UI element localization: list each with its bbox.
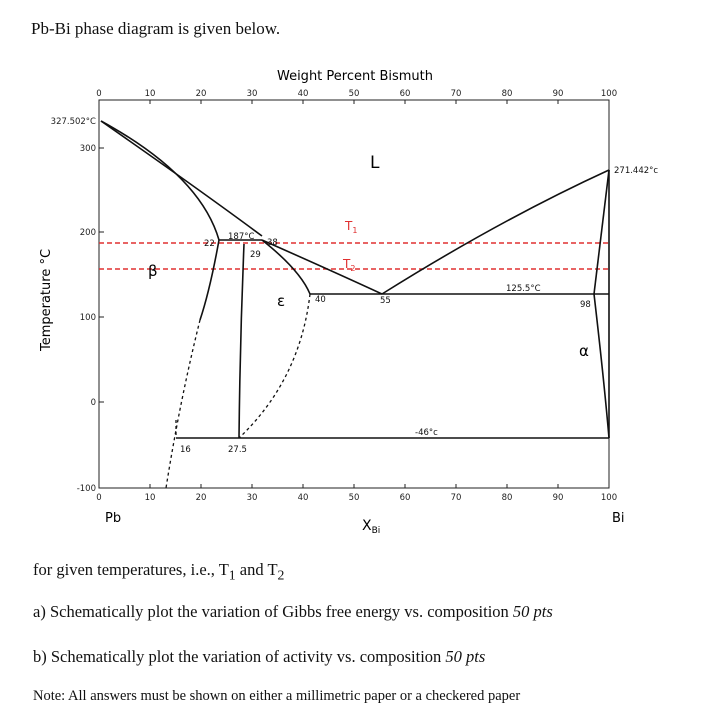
element-pb: Pb: [105, 511, 121, 526]
element-bi: Bi: [612, 511, 625, 526]
comp-29: 29: [250, 250, 261, 260]
bottom-tick: 20: [196, 493, 207, 503]
bottom-tick: 0: [96, 493, 101, 503]
bottom-tick-labels: 0 10 20 30 40 50 60 70 80 90 100: [96, 493, 617, 503]
bottom-tick: 70: [451, 493, 462, 503]
top-tick-labels: 0 10 20 30 40 50 60 70 80 90 100: [96, 89, 617, 99]
phase-beta-label: β: [148, 262, 158, 280]
question-b: b) Schematically plot the variation of a…: [33, 647, 486, 666]
t1-label: T1: [344, 219, 357, 235]
question-a-points: 50 pts: [512, 602, 553, 621]
y-tick: 200: [80, 228, 96, 238]
bi-solidus: [593, 169, 610, 295]
comp-16: 16: [180, 445, 191, 455]
bottom-tick: 40: [298, 493, 309, 503]
top-tick: 40: [298, 89, 309, 99]
top-tick: 50: [349, 89, 360, 99]
top-tick: 0: [96, 89, 101, 99]
top-tick: 80: [502, 89, 513, 99]
y-tick: 100: [80, 313, 96, 323]
top-axis-title: Weight Percent Bismuth: [277, 69, 433, 84]
y-tick-labels: 327.502°C 300 200 100 0 -100: [51, 117, 96, 494]
comp-27-5: 27.5: [228, 445, 247, 455]
bottom-tick: 100: [601, 493, 617, 503]
dashed-boundaries: [165, 293, 311, 489]
t2-label: T2: [342, 257, 355, 273]
liquidus-right: [381, 169, 610, 295]
y-tick: 0: [91, 398, 96, 408]
y-tick: 300: [80, 144, 96, 154]
top-tick: 90: [553, 89, 564, 99]
phase-l-label: L: [370, 153, 380, 173]
bottom-tick: 80: [502, 493, 513, 503]
top-tick: 60: [400, 89, 411, 99]
tick-marks: [99, 100, 559, 489]
phase-epsilon-label: ε: [277, 292, 285, 310]
top-tick: 10: [145, 89, 156, 99]
phase-boundaries: [100, 120, 610, 439]
bi-melting-label: 271.442°c: [614, 166, 658, 176]
top-tick: 70: [451, 89, 462, 99]
y-axis-title: Temperature °C: [39, 249, 54, 352]
question-b-points: 50 pts: [445, 647, 486, 666]
temperature-lines: [99, 242, 609, 270]
top-tick: 20: [196, 89, 207, 99]
comp-55: 55: [380, 296, 391, 306]
comp-98: 98: [580, 300, 591, 310]
bottom-axis-title: XBi: [362, 518, 380, 536]
peritectic-temp-label: 187°C: [228, 232, 254, 242]
bottom-tick: 10: [145, 493, 156, 503]
solidus-left: [100, 120, 220, 241]
annotations: 271.442°c 187°C 125.5°C -46°c 22 29 38 4…: [180, 166, 658, 455]
liquidus-left: [100, 120, 263, 237]
y-tick: -100: [77, 484, 96, 494]
comp-22: 22: [204, 239, 215, 249]
liquidus-mid: [261, 239, 383, 295]
intro-text: Pb-Bi phase diagram is given below.: [31, 19, 281, 38]
bottom-tick: 60: [400, 493, 411, 503]
eutectic-temp-label: 125.5°C: [506, 284, 541, 294]
comp-38: 38: [267, 238, 278, 248]
pb-bi-phase-diagram: Weight Percent Bismuth 0 10 20 30 40 50 …: [39, 69, 658, 536]
comp-40: 40: [315, 295, 326, 305]
epsilon-left: [238, 243, 245, 439]
top-tick: 100: [601, 89, 617, 99]
question-intro: for given temperatures, i.e., T1 and T2: [33, 560, 285, 583]
bottom-tick: 50: [349, 493, 360, 503]
bottom-tick: 30: [247, 493, 258, 503]
note-text: Note: All answers must be shown on eithe…: [33, 688, 521, 704]
phase-alpha-label: α: [579, 342, 589, 360]
bi-solvus: [593, 293, 610, 439]
question-a: a) Schematically plot the variation of G…: [33, 602, 553, 621]
bottom-tick: 90: [553, 493, 564, 503]
epsilon-right: [261, 239, 311, 295]
beta-boundary: [199, 239, 220, 321]
top-tick: 30: [247, 89, 258, 99]
low-temp-label: -46°c: [415, 428, 438, 438]
y-tick: 327.502°C: [51, 117, 96, 127]
